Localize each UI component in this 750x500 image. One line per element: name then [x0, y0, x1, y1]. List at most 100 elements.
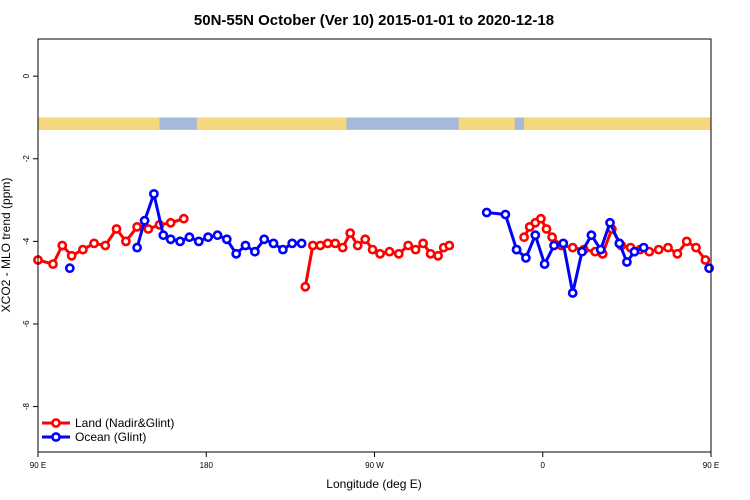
- ocean-series-point: [148, 188, 159, 199]
- ocean-series-point: [231, 248, 242, 259]
- land-series-point: [178, 213, 189, 224]
- land-series-point: [360, 234, 371, 245]
- ocean-series-point: [212, 230, 223, 241]
- ocean-series-point: [629, 246, 640, 257]
- land-series-point: [345, 228, 356, 238]
- land-series-point: [111, 224, 122, 234]
- ocean-series-point: [530, 230, 541, 241]
- y-tick-label: 0: [22, 73, 31, 78]
- ocean-series-point: [567, 288, 578, 298]
- ocean-series-point: [259, 234, 270, 245]
- ocean-series-point: [500, 209, 511, 220]
- ocean-series-point: [704, 263, 714, 274]
- land-series-point: [444, 240, 455, 251]
- ocean-series-point: [595, 244, 606, 255]
- land-series-point: [78, 244, 88, 255]
- x-tick-label: 0: [541, 461, 546, 470]
- ocean-series-point: [139, 215, 150, 226]
- land-series-point: [48, 259, 58, 269]
- land-series-point: [653, 244, 664, 255]
- ocean-series-point: [521, 252, 531, 263]
- ocean-series-point: [539, 259, 550, 269]
- ocean-series-point: [586, 230, 597, 241]
- land-series-point: [681, 236, 692, 247]
- ocean-series-point: [249, 246, 260, 257]
- land-strip-segment: [196, 117, 347, 130]
- land-series-point: [66, 250, 77, 261]
- ocean-series-point: [549, 240, 559, 251]
- legend: Land (Nadir&Glint)Ocean (Glint): [42, 416, 174, 444]
- land-series-point: [536, 213, 546, 224]
- land-series-point: [315, 240, 326, 251]
- ocean-series-point: [558, 238, 569, 249]
- land-series-point: [663, 242, 673, 253]
- ocean-series-point: [622, 257, 632, 267]
- ocean-series-point: [165, 234, 176, 245]
- chart-title: 50N-55N October (Ver 10) 2015-01-01 to 2…: [194, 12, 554, 29]
- land-series-point: [384, 246, 395, 257]
- axis-ticks-group: 90 E 180 90 W 0 90 E 0 -2 -4 -6 -8: [22, 73, 719, 470]
- legend-item-land-label: Land (Nadir&Glint): [75, 416, 174, 430]
- ocean-series-point: [605, 217, 615, 228]
- y-tick-label: -8: [22, 402, 31, 410]
- land-series-point: [57, 240, 68, 251]
- land-series-point: [89, 238, 99, 249]
- ocean-series-point: [268, 238, 279, 249]
- land-series-point: [300, 281, 311, 292]
- land-series-point: [121, 236, 131, 247]
- ocean-series-point: [638, 242, 649, 253]
- y-tick-label: -2: [22, 155, 31, 163]
- land-series-point: [403, 240, 414, 251]
- ocean-series-point: [614, 238, 625, 249]
- land-series-point: [700, 255, 711, 265]
- x-tick-label: 180: [200, 461, 214, 470]
- land-series-point: [691, 242, 701, 253]
- land-series-point: [330, 238, 341, 249]
- ocean-series-point: [132, 242, 142, 253]
- ocean-series-point: [158, 230, 169, 241]
- ocean-series-point: [64, 263, 75, 274]
- ocean-series-point: [203, 232, 213, 243]
- land-series-point: [672, 248, 683, 259]
- ocean-series-point: [287, 238, 298, 249]
- y-axis-label: XCO2 - MLO trend (ppm): [0, 178, 13, 313]
- land-series-point: [567, 242, 578, 253]
- ocean-series-point: [175, 236, 185, 247]
- ocean-series-point: [577, 246, 587, 257]
- y-tick-label: -4: [22, 237, 31, 245]
- legend-item-land-marker: [51, 418, 61, 428]
- ocean-series-point: [511, 244, 522, 255]
- x-tick-label: 90 E: [703, 461, 719, 470]
- land-series-point: [519, 232, 529, 243]
- land-series-point: [337, 242, 348, 253]
- land-strip-segment: [38, 117, 160, 130]
- ocean-series-line: [618, 242, 645, 264]
- land-series-point: [132, 221, 142, 232]
- land-series-point: [100, 240, 111, 251]
- land-series-point: [425, 248, 436, 259]
- land-series-point: [352, 240, 363, 251]
- ocean-series-point: [296, 238, 307, 249]
- plot-strip-group: [38, 117, 711, 130]
- land-series-point: [541, 224, 552, 234]
- land-series-point: [393, 248, 404, 259]
- ocean-series-point: [481, 207, 492, 218]
- land-series-point: [143, 224, 154, 234]
- land-series-point: [418, 238, 428, 249]
- land-series-point: [433, 250, 443, 261]
- x-axis-label: Longitude (deg E): [326, 477, 421, 491]
- ocean-series-point: [221, 234, 232, 245]
- land-series-point: [367, 244, 378, 255]
- land-strip-segment: [524, 117, 711, 130]
- ocean-series-point: [277, 244, 288, 255]
- legend-item-ocean-marker: [51, 432, 61, 442]
- ocean-series-point: [240, 240, 251, 251]
- land-series-point: [547, 232, 557, 243]
- y-tick-label: -6: [22, 320, 31, 328]
- legend-item-ocean-label: Ocean (Glint): [75, 430, 146, 444]
- land-series-point: [375, 248, 385, 259]
- land-series-point: [410, 244, 421, 255]
- land-series-point: [165, 217, 176, 228]
- x-tick-label: 90 E: [30, 461, 46, 470]
